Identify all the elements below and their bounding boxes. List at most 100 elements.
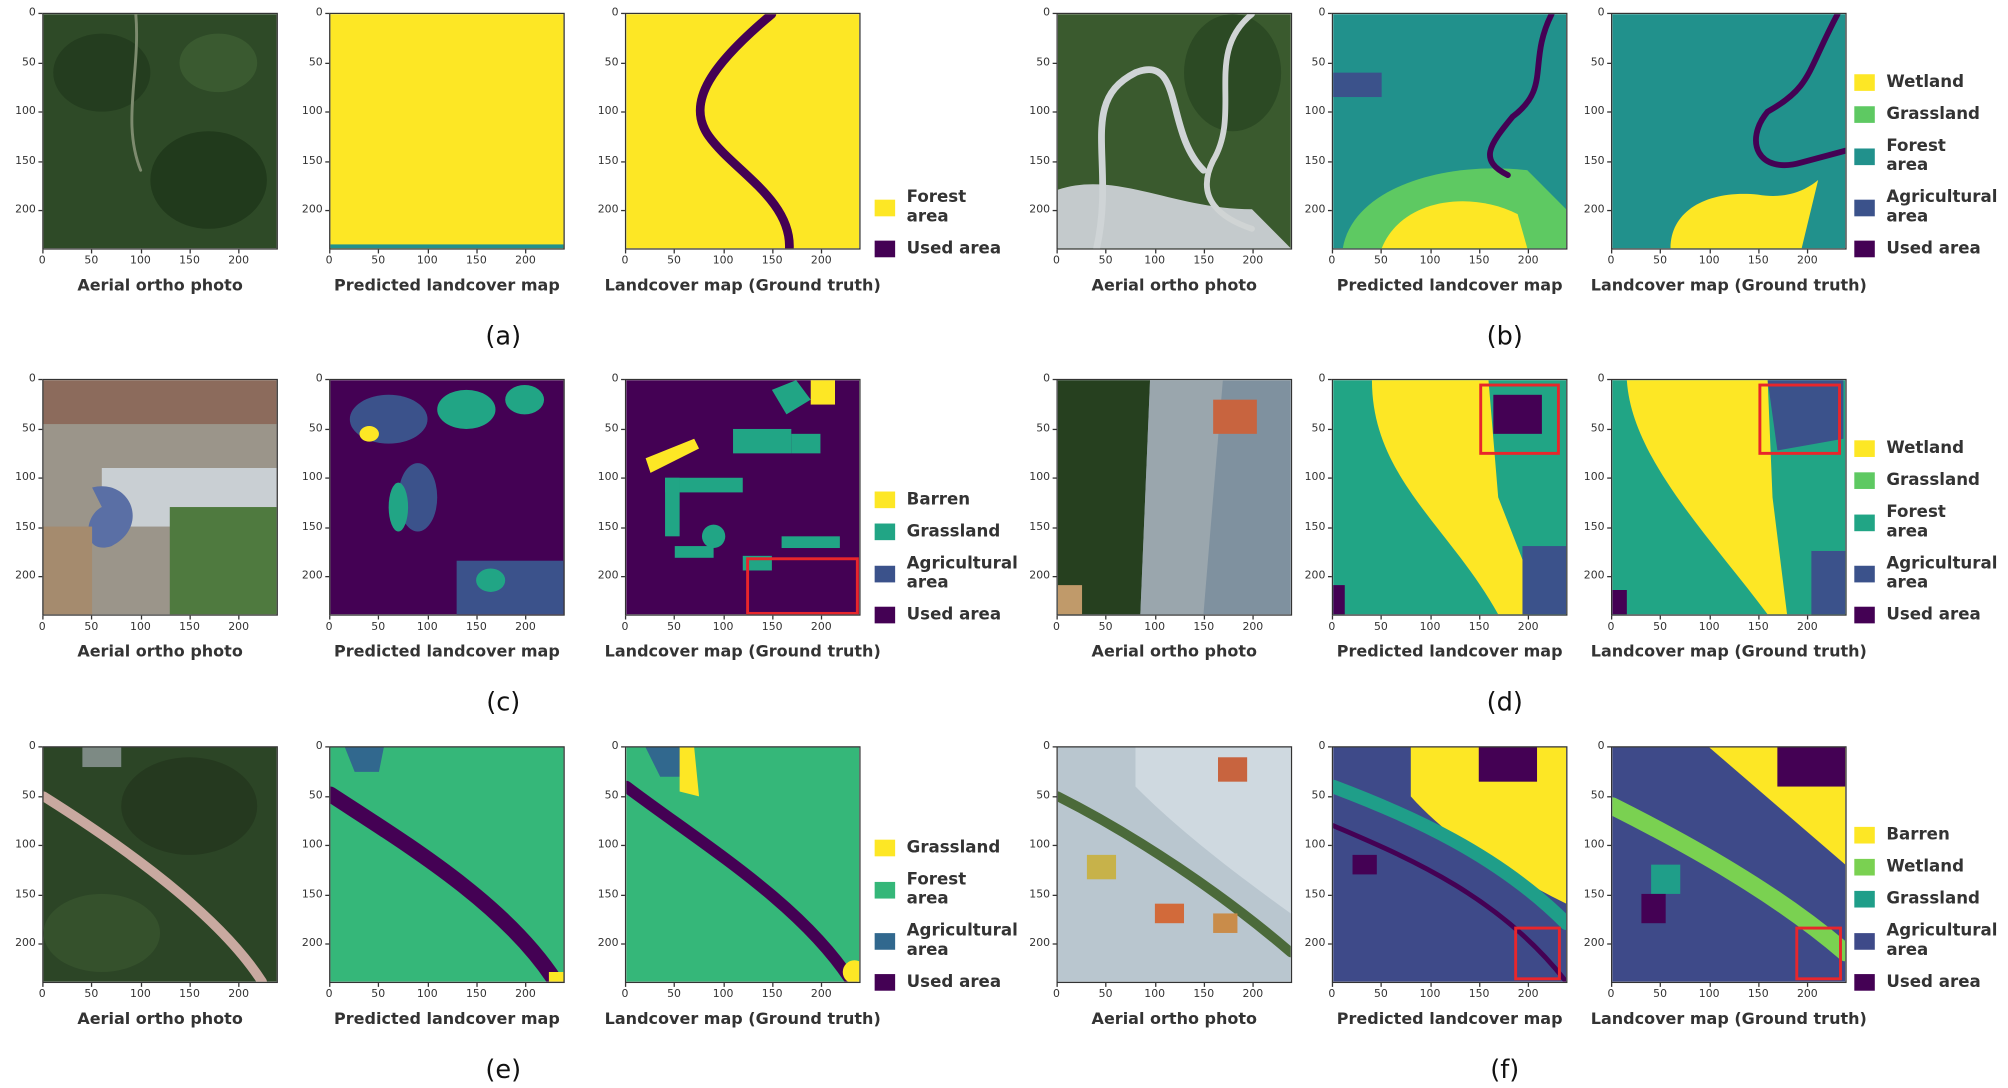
x-tick bbox=[427, 249, 429, 254]
x-tick-label: 100 bbox=[1419, 254, 1441, 268]
x-tick bbox=[238, 249, 240, 254]
map-region bbox=[359, 426, 379, 442]
legend-swatch bbox=[1854, 240, 1875, 258]
map-region bbox=[130, 14, 143, 172]
x-tick-label: 150 bbox=[179, 988, 200, 1001]
x-tick-label: 0 bbox=[621, 988, 629, 1001]
y-tick-label: 200 bbox=[1583, 569, 1605, 583]
x-tick-label: 100 bbox=[1698, 620, 1720, 634]
ground-truth-map bbox=[624, 378, 861, 616]
map-region bbox=[150, 131, 267, 229]
y-tick bbox=[1607, 943, 1611, 945]
x-tick bbox=[1154, 249, 1156, 254]
y-tick-label: 50 bbox=[308, 421, 323, 435]
map-region bbox=[1522, 546, 1567, 615]
x-tick bbox=[378, 983, 380, 987]
x-tick bbox=[140, 249, 142, 254]
map-region bbox=[548, 972, 564, 982]
x-tick-label: 50 bbox=[371, 620, 386, 634]
map-image bbox=[43, 380, 277, 615]
y-tick bbox=[325, 210, 330, 212]
x-tick-label: 100 bbox=[712, 988, 734, 1001]
map-region bbox=[1057, 380, 1151, 615]
legend-item: Grassland bbox=[1854, 471, 2001, 490]
highlight-box bbox=[746, 557, 859, 615]
x-tick-label: 100 bbox=[1698, 988, 1720, 1001]
x-tick-label: 50 bbox=[1373, 254, 1388, 268]
map-region bbox=[43, 791, 267, 982]
y-tick bbox=[38, 894, 43, 896]
y-tick-label: 50 bbox=[604, 55, 619, 69]
y-tick-label: 150 bbox=[597, 154, 619, 168]
legend-item: Used area bbox=[1854, 605, 2001, 625]
x-tick-label: 0 bbox=[1053, 620, 1060, 634]
predicted-map bbox=[329, 12, 565, 250]
image-caption: Predicted landcover map bbox=[334, 1008, 560, 1028]
legend-label: Used area bbox=[1886, 605, 1981, 625]
y-tick-label: 150 bbox=[1029, 520, 1051, 534]
x-tick bbox=[723, 249, 725, 254]
map-region bbox=[791, 433, 821, 454]
x-tick-label: 0 bbox=[1607, 988, 1615, 1001]
x-tick bbox=[821, 983, 823, 987]
x-tick bbox=[1252, 615, 1255, 620]
x-tick-label: 150 bbox=[1193, 254, 1215, 268]
y-tick bbox=[38, 795, 43, 797]
map-region bbox=[1410, 747, 1567, 904]
x-tick bbox=[1056, 249, 1058, 254]
x-tick-label: 0 bbox=[1607, 254, 1615, 268]
map-region bbox=[810, 380, 836, 405]
ground-truth-map bbox=[1610, 12, 1847, 250]
x-tick bbox=[1610, 615, 1613, 620]
y-tick-label: 200 bbox=[15, 203, 36, 217]
x-tick bbox=[1252, 983, 1255, 987]
map-image bbox=[330, 747, 564, 982]
legend-swatch bbox=[874, 839, 896, 857]
legend-swatch bbox=[1854, 858, 1875, 876]
map-image bbox=[626, 747, 860, 982]
map-region bbox=[1184, 14, 1282, 132]
x-tick bbox=[427, 983, 429, 987]
y-tick-label: 50 bbox=[1036, 55, 1051, 69]
x-tick-label: 0 bbox=[38, 254, 46, 268]
y-tick bbox=[325, 428, 330, 430]
y-tick-label: 100 bbox=[597, 105, 619, 118]
legend-swatch bbox=[874, 523, 896, 541]
legend-label: Agricultural area bbox=[906, 921, 1018, 960]
x-tick bbox=[1479, 249, 1481, 254]
x-tick-label: 200 bbox=[228, 620, 250, 634]
x-tick bbox=[1105, 983, 1107, 987]
x-tick-label: 100 bbox=[130, 988, 151, 1001]
x-tick-label: 200 bbox=[228, 988, 250, 1001]
y-tick-label: 200 bbox=[1304, 203, 1326, 217]
y-tick bbox=[1607, 378, 1611, 381]
legend-item: Grassland bbox=[874, 838, 1022, 858]
legend-label: Grassland bbox=[906, 522, 1001, 542]
x-tick-label: 150 bbox=[761, 254, 783, 268]
y-tick-label: 50 bbox=[21, 55, 36, 69]
legend-label: Grassland bbox=[906, 838, 1001, 858]
x-tick bbox=[1203, 249, 1206, 254]
y-tick bbox=[1327, 844, 1332, 847]
y-tick bbox=[38, 111, 43, 113]
y-tick-label: 100 bbox=[1583, 838, 1605, 852]
x-tick bbox=[1056, 615, 1058, 620]
y-tick bbox=[325, 746, 330, 748]
y-tick-label: 150 bbox=[1583, 154, 1605, 168]
x-tick bbox=[1758, 615, 1760, 620]
y-tick bbox=[1327, 160, 1332, 163]
map-region bbox=[437, 389, 496, 429]
y-tick-label: 100 bbox=[1304, 105, 1326, 118]
x-tick-label: 100 bbox=[712, 620, 734, 634]
map-region bbox=[53, 33, 151, 112]
x-tick-label: 100 bbox=[130, 620, 151, 634]
map-region bbox=[388, 482, 409, 532]
x-tick bbox=[42, 983, 44, 987]
legend: Forest area Used area bbox=[874, 13, 1022, 259]
y-tick-label: 100 bbox=[15, 105, 36, 118]
x-tick-label: 50 bbox=[1373, 620, 1388, 634]
y-tick bbox=[1052, 160, 1057, 163]
legend: Wetland Grassland Forest area Agricultural … bbox=[1854, 379, 2001, 625]
map-region bbox=[1333, 823, 1567, 982]
highlight-box bbox=[1758, 383, 1841, 455]
